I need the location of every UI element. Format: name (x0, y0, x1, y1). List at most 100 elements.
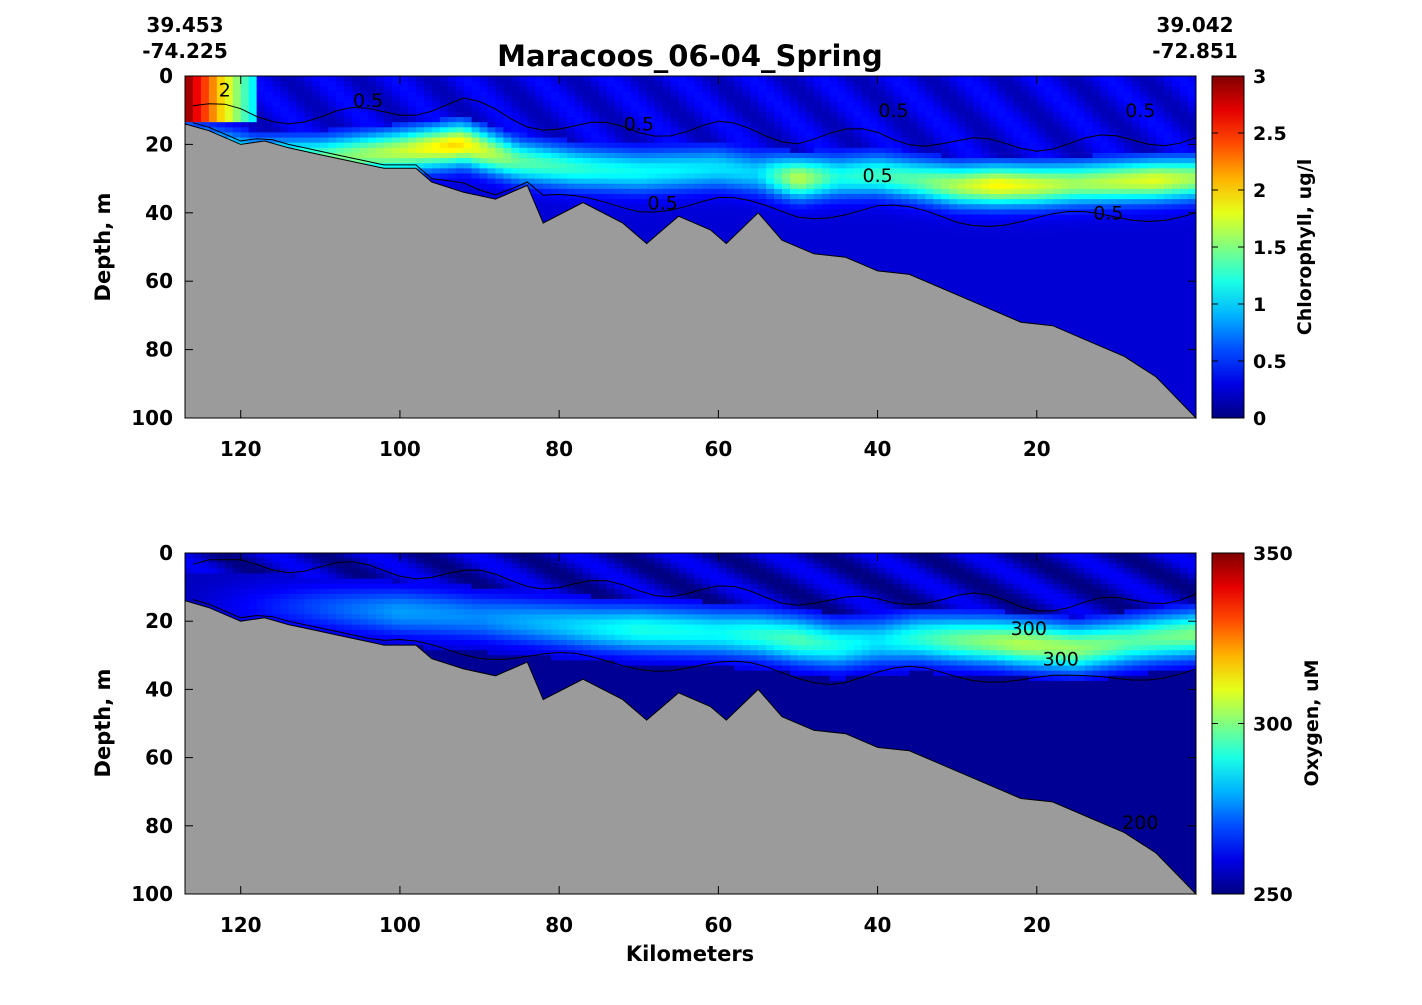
heatmap-cell (1148, 240, 1157, 246)
heatmap-cell (981, 199, 990, 205)
heatmap-cell (1172, 342, 1181, 349)
heatmap-cell (869, 132, 879, 139)
heatmap-cell (384, 563, 393, 569)
heatmap-cell (471, 573, 481, 580)
heatmap-cell (415, 101, 425, 108)
heatmap-cell (1100, 137, 1110, 144)
heatmap-cell (288, 101, 298, 108)
heatmap-cell (662, 193, 672, 200)
heatmap-cell (996, 137, 1006, 144)
heatmap-cell (1092, 76, 1102, 82)
heatmap-cell (1092, 127, 1102, 134)
heatmap-cell (256, 106, 266, 113)
heatmap-cell (869, 260, 879, 267)
heatmap-cell (1092, 322, 1102, 328)
heatmap-cell (336, 593, 345, 600)
heatmap-cell (471, 178, 481, 185)
heatmap-cell (368, 624, 377, 631)
heatmap-cell (503, 158, 512, 164)
heatmap-cell (471, 634, 481, 641)
heatmap-cell (1156, 111, 1165, 118)
heatmap-cell (232, 137, 242, 144)
heatmap-cell (774, 188, 783, 195)
heatmap-cell (606, 209, 616, 216)
heatmap-cell (1132, 337, 1141, 344)
heatmap-cell (407, 111, 417, 118)
heatmap-cell (662, 147, 672, 154)
heatmap-cell (1100, 209, 1110, 216)
heatmap-cell (917, 101, 926, 108)
heatmap-cell (423, 142, 433, 149)
heatmap-cell (1020, 214, 1030, 221)
heatmap-cell (885, 224, 895, 231)
y-tick-label: 40 (145, 201, 173, 225)
heatmap-cell (1188, 214, 1196, 221)
heatmap-cell (503, 147, 512, 154)
heatmap-cell (1140, 96, 1149, 103)
heatmap-cell (1188, 358, 1196, 364)
heatmap-cell (782, 101, 791, 108)
heatmap-cell (957, 122, 966, 128)
heatmap-cell (1180, 327, 1189, 334)
heatmap-cell (837, 101, 847, 108)
heatmap-cell (1108, 117, 1117, 123)
heatmap-cell (1068, 209, 1078, 216)
heatmap-cell (511, 152, 520, 159)
heatmap-cell (893, 240, 903, 246)
heatmap-cell (1132, 168, 1141, 175)
heatmap-cell (1108, 265, 1117, 272)
heatmap-cell (559, 127, 568, 134)
heatmap-cell (391, 86, 401, 92)
heatmap-cell (790, 96, 799, 103)
heatmap-cell (1108, 111, 1117, 118)
heatmap-cell (813, 229, 823, 236)
heatmap-cell (1164, 117, 1173, 123)
heatmap-cell (654, 106, 664, 113)
heatmap-cell (821, 101, 831, 108)
heatmap-cell (869, 245, 879, 252)
heatmap-cell (240, 588, 250, 595)
heatmap-cell (224, 553, 234, 559)
heatmap-cell (224, 122, 234, 128)
heatmap-cell (1084, 270, 1094, 277)
heatmap-cell (694, 111, 704, 118)
heatmap-cell (670, 96, 680, 103)
heatmap-cell (1028, 173, 1038, 180)
heatmap-cell (917, 117, 926, 123)
heatmap-cell (981, 76, 990, 82)
heatmap-cell (232, 122, 242, 128)
heatmap-cell (734, 81, 743, 87)
heatmap-cell (981, 281, 990, 287)
heatmap-cell (965, 193, 974, 200)
heatmap-cell (1116, 117, 1125, 123)
heatmap-cell (686, 178, 696, 185)
heatmap-cell (1156, 327, 1165, 334)
heatmap-cell (280, 96, 290, 103)
heatmap-cell (996, 173, 1006, 180)
heatmap-cell (694, 168, 704, 175)
heatmap-cell (352, 583, 361, 590)
heatmap-cell (1140, 337, 1149, 344)
heatmap-cell (973, 286, 982, 293)
seafloor (184, 123, 1198, 419)
heatmap-cell (1076, 286, 1086, 293)
heatmap-cell (797, 86, 807, 92)
heatmap-cell (1028, 81, 1038, 87)
heatmap-cell (415, 76, 425, 82)
heatmap-cell (630, 219, 640, 226)
heatmap-cell (415, 578, 425, 585)
heatmap-cell (1100, 235, 1110, 241)
heatmap-cell (304, 599, 313, 605)
heatmap-cell (1028, 76, 1038, 82)
heatmap-cell (391, 96, 401, 103)
heatmap-cell (996, 214, 1006, 221)
heatmap-cell (479, 76, 489, 82)
heatmap-cell (590, 168, 600, 175)
heatmap-cell (1020, 122, 1030, 128)
heatmap-cell (304, 101, 313, 108)
heatmap-cell (1116, 111, 1125, 118)
heatmap-cell (208, 122, 218, 128)
heatmap-cell (312, 573, 321, 580)
heatmap-cell (304, 558, 313, 564)
heatmap-cell (1076, 291, 1086, 298)
